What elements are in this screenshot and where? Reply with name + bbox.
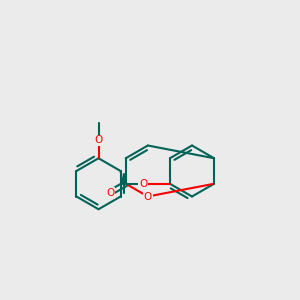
Text: O: O	[139, 179, 147, 189]
Text: O: O	[144, 191, 152, 202]
Text: O: O	[106, 188, 114, 198]
Text: O: O	[94, 135, 103, 146]
